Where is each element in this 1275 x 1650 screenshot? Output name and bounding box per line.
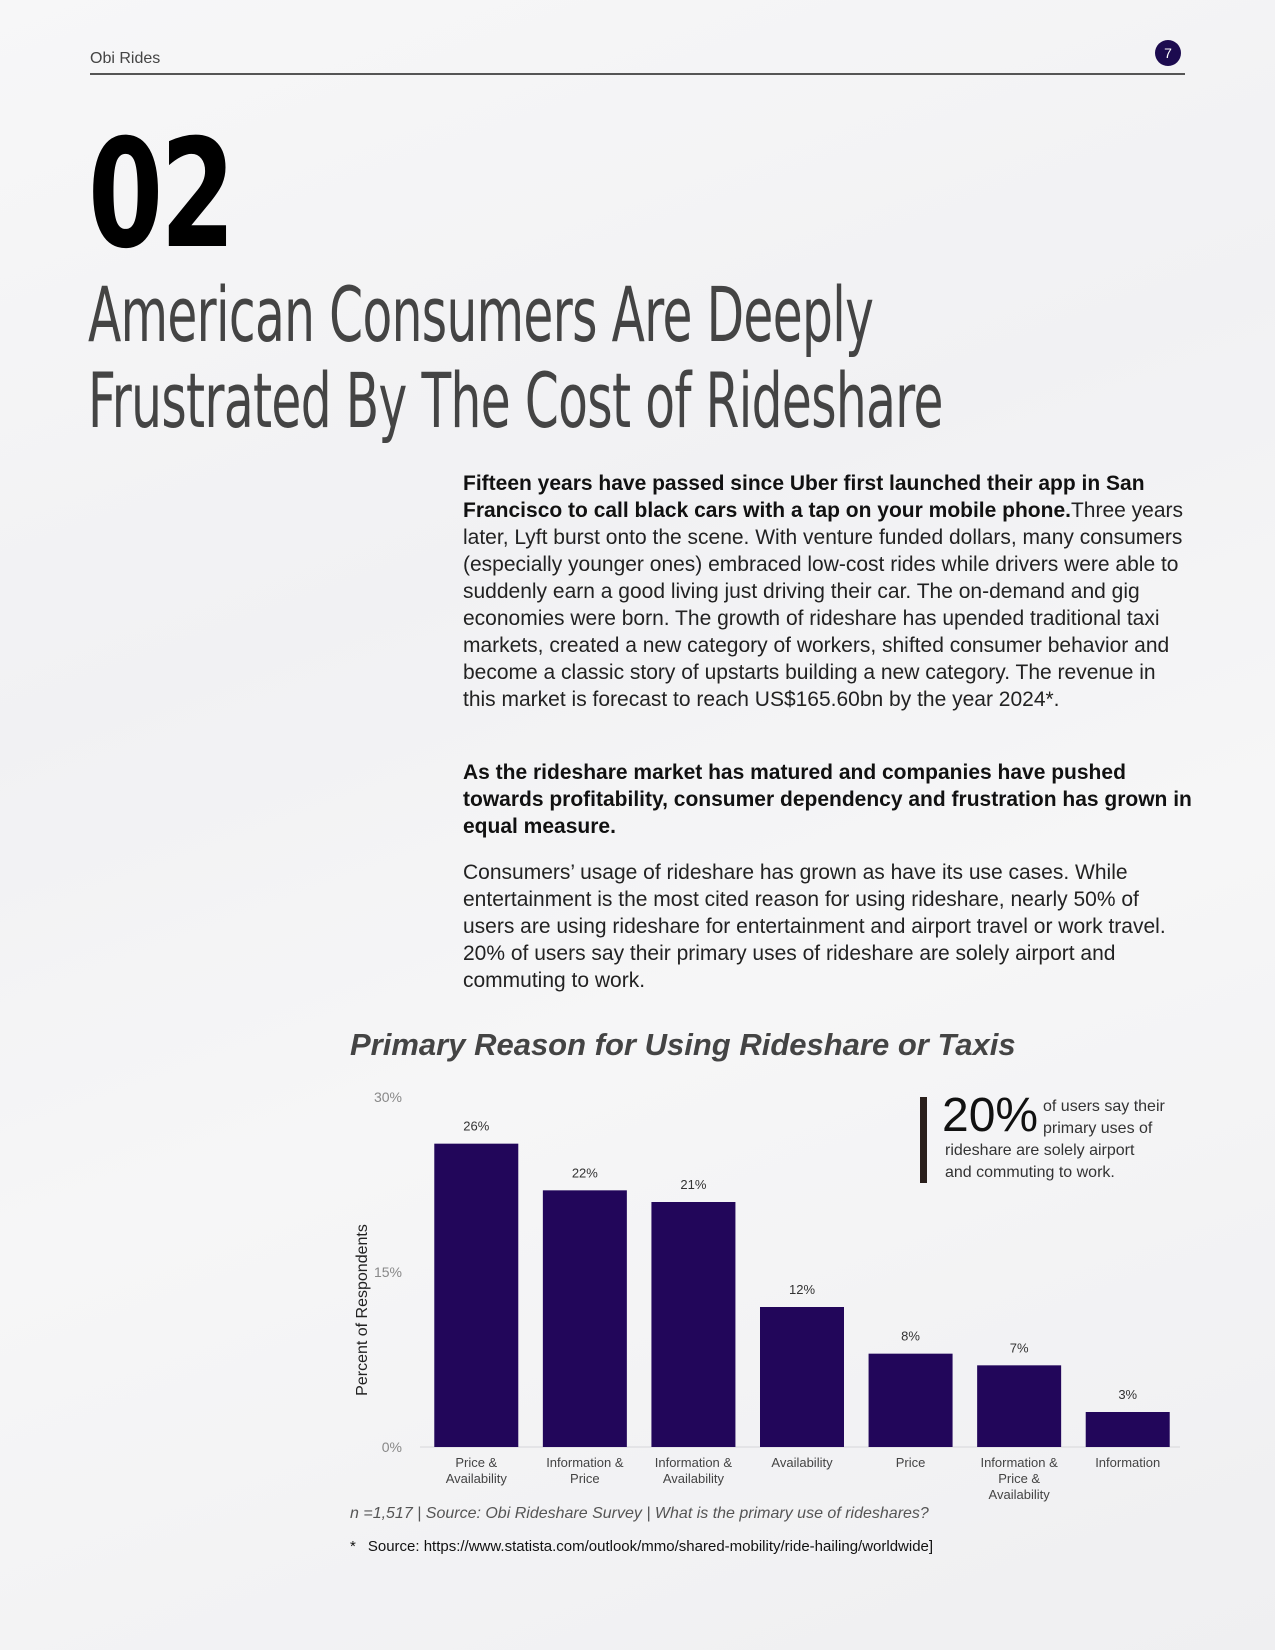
header-divider [90,73,1185,75]
bar-value-label: 22% [572,1165,598,1180]
callout-line: of users say their [1043,1098,1165,1115]
footnote-asterisk: * [350,1538,356,1555]
x-tick-label: Price [896,1455,926,1470]
usage-paragraph: Consumers’ usage of rideshare has grown … [463,861,1166,992]
x-tick-label: Information [1095,1455,1160,1470]
page-title: American Consumers Are Deeply Frustrated… [88,272,943,444]
bar-value-label: 12% [789,1282,815,1297]
header-brand: Obi Rides [90,50,161,67]
bar [977,1365,1062,1447]
callout-accent-bar [920,1097,927,1183]
emphasis-paragraph: As the rideshare market has matured and … [463,761,1192,838]
bar [760,1307,844,1447]
x-tick-label: Availability [771,1455,833,1470]
page-title-line-2: Frustrated By The Cost of Rideshare [88,356,943,445]
intro-paragraph-lead: Fifteen years have passed since Uber fir… [463,472,1145,522]
y-tick-label: 30% [374,1089,402,1105]
y-tick-label: 0% [382,1439,402,1455]
callout-line: primary uses of [1043,1120,1153,1137]
page-title-line-1: American Consumers Are Deeply [88,270,874,359]
x-tick-label: Price [570,1471,600,1486]
page-number-badge: 7 [1155,40,1181,66]
callout-line: rideshare are solely airport [945,1142,1135,1159]
source-footnote: * Source: https://www.statista.com/outloo… [350,1538,933,1555]
callout-line: and commuting to work. [945,1164,1115,1181]
x-tick-label: Information & [980,1455,1058,1470]
bar-value-label: 8% [901,1329,920,1344]
bar-value-label: 21% [680,1177,706,1192]
source-link-text[interactable]: Source: https://www.statista.com/outlook… [367,1538,934,1555]
chart-title: Primary Reason for Using Rideshare or Ta… [350,1027,1016,1062]
x-tick-label: Price & [998,1471,1040,1486]
bar-value-label: 26% [463,1119,489,1134]
bar [434,1143,519,1447]
bar [868,1353,953,1447]
bar [651,1202,736,1447]
survey-footnote: n =1,517 | Source: Obi Rideshare Survey … [350,1505,929,1522]
bar-value-label: 3% [1118,1387,1137,1402]
callout-text: of users say their primary uses of rides… [945,1096,1180,1184]
x-tick-label: Information & [655,1455,733,1470]
intro-paragraph: Fifteen years have passed since Uber fir… [463,470,1193,713]
y-axis-label: Percent of Respondents [354,1224,371,1396]
callout-stat: 20% [942,1089,1039,1142]
bar [542,1190,627,1447]
intro-paragraph-rest: Three years later, Lyft burst onto the s… [463,499,1184,711]
section-number: 02 [88,108,235,282]
y-tick-label: 15% [374,1264,402,1280]
x-tick-label: Price & [455,1455,497,1470]
bar-value-label: 7% [1010,1340,1029,1355]
x-tick-label: Availability [663,1471,725,1486]
x-tick-label: Availability [446,1471,508,1486]
x-tick-label: Availability [989,1487,1051,1502]
bar [1085,1412,1170,1447]
x-tick-label: Information & [546,1455,624,1470]
